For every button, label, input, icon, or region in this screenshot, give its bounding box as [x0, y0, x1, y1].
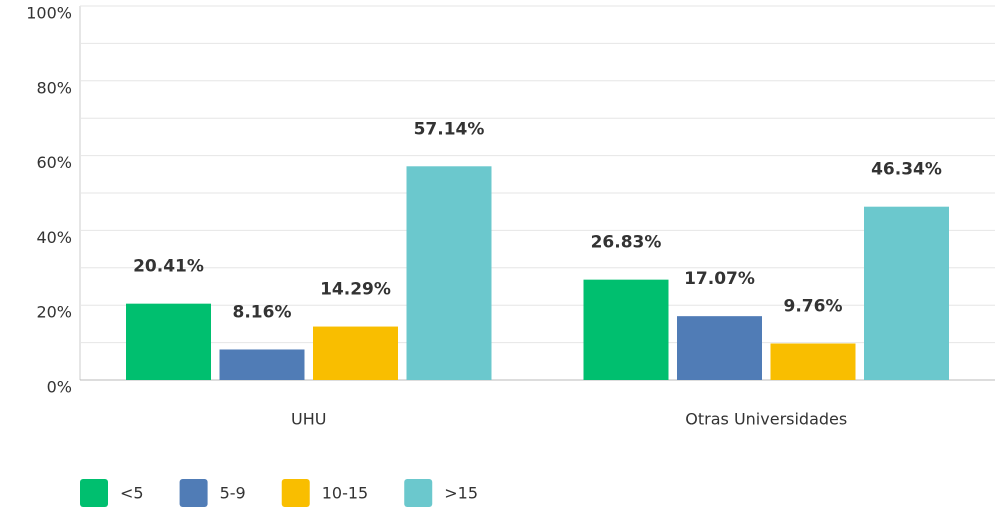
legend-swatch [80, 479, 108, 507]
y-tick-label: 0% [47, 378, 72, 397]
value-label: 20.41% [133, 257, 204, 277]
value-label: 14.29% [320, 280, 391, 300]
x-tick-label: Otras Universidades [685, 410, 847, 429]
bar [770, 343, 856, 380]
bar [219, 349, 305, 380]
value-label: 57.14% [414, 119, 485, 139]
y-tick-label: 100% [26, 4, 72, 23]
legend-label: 5-9 [220, 484, 246, 503]
value-label: 26.83% [591, 233, 662, 253]
bar [583, 279, 669, 380]
x-tick-label: UHU [291, 410, 326, 429]
value-label: 9.76% [784, 296, 843, 316]
legend-label: 10-15 [322, 484, 369, 503]
y-tick-label: 60% [36, 153, 72, 172]
legend-label: <5 [120, 484, 144, 503]
value-label: 8.16% [233, 302, 292, 322]
legend-swatch [179, 479, 208, 507]
value-label: 17.07% [684, 269, 755, 289]
legend-swatch [404, 479, 433, 507]
y-tick-label: 20% [36, 303, 72, 322]
bar [126, 303, 211, 380]
bar [313, 326, 398, 380]
value-label: 46.34% [871, 160, 942, 180]
legend-swatch [281, 479, 310, 507]
y-tick-label: 40% [36, 228, 72, 247]
bar [406, 166, 492, 380]
legend-label: >15 [444, 484, 478, 503]
bar [864, 206, 949, 380]
y-tick-label: 80% [36, 78, 72, 97]
bar [677, 316, 762, 380]
